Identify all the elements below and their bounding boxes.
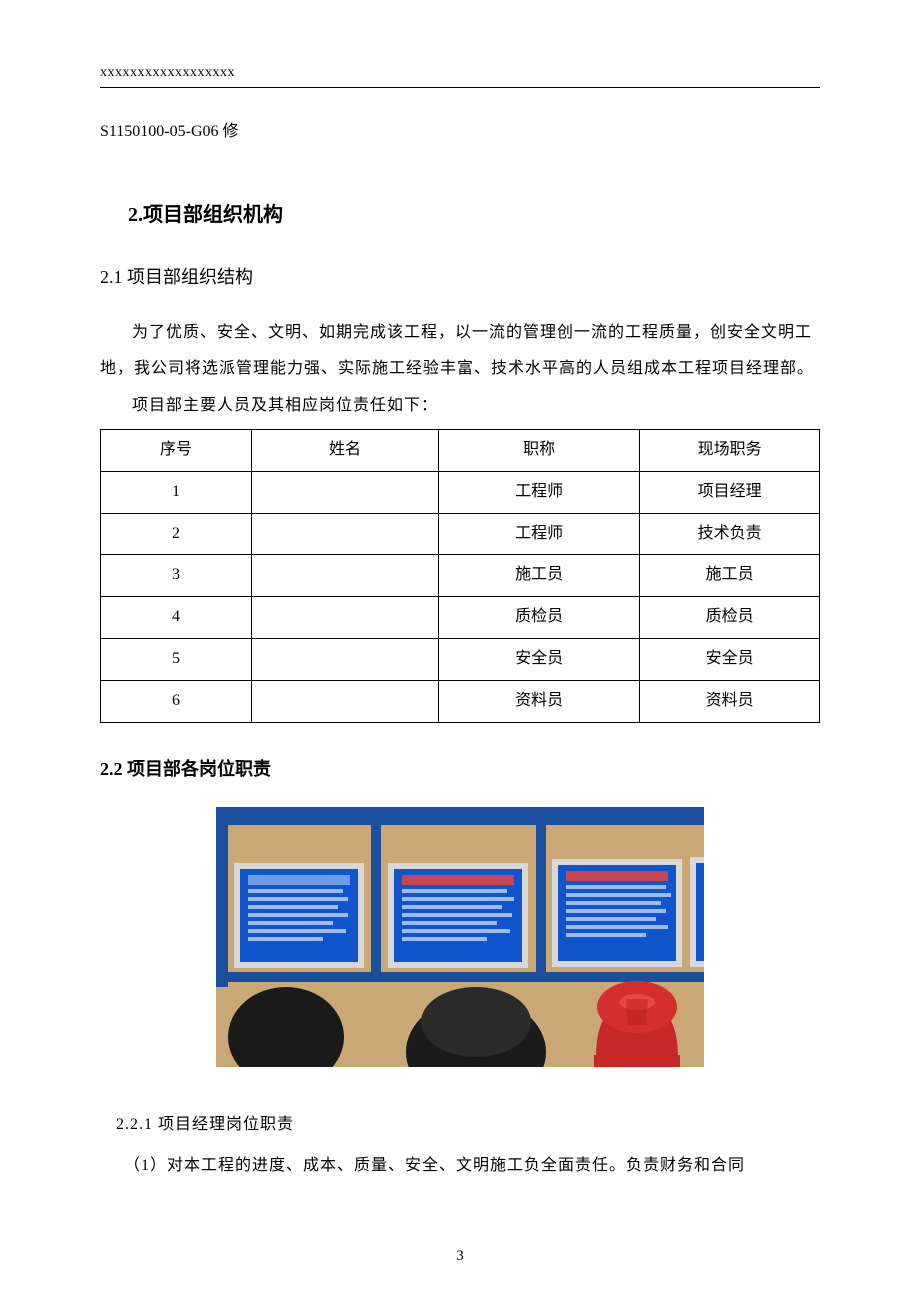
cell-title: 工程师 bbox=[438, 513, 639, 555]
cell-seq: 6 bbox=[101, 680, 252, 722]
subsection-2-2-title: 2.2 项目部各岗位职责 bbox=[100, 753, 820, 785]
cell-seq: 4 bbox=[101, 597, 252, 639]
cell-seq: 2 bbox=[101, 513, 252, 555]
cell-position: 项目经理 bbox=[640, 471, 820, 513]
page-number: 3 bbox=[100, 1243, 820, 1270]
subsection-2-2-1-title: 2.2.1 项目经理岗位职责 bbox=[100, 1107, 820, 1142]
cell-name bbox=[251, 555, 438, 597]
cell-seq: 5 bbox=[101, 638, 252, 680]
cell-seq: 3 bbox=[101, 555, 252, 597]
site-photo-icon bbox=[216, 807, 704, 1067]
item-2-2-1-1: （1）对本工程的进度、成本、质量、安全、文明施工负全面责任。负责财务和合同 bbox=[100, 1148, 820, 1183]
cell-position: 安全员 bbox=[640, 638, 820, 680]
document-code: S1150100-05-G06 修 bbox=[100, 118, 820, 147]
cell-title: 资料员 bbox=[438, 680, 639, 722]
table-row: 2 工程师 技术负责 bbox=[101, 513, 820, 555]
table-body: 1 工程师 项目经理 2 工程师 技术负责 3 施工员 施工员 4 质检员 质检… bbox=[101, 471, 820, 722]
col-header-position: 现场职务 bbox=[640, 429, 820, 471]
section-2-title: 2.项目部组织机构 bbox=[128, 197, 820, 233]
col-header-seq: 序号 bbox=[101, 429, 252, 471]
table-row: 6 资料员 资料员 bbox=[101, 680, 820, 722]
cell-title: 施工员 bbox=[438, 555, 639, 597]
table-row: 1 工程师 项目经理 bbox=[101, 471, 820, 513]
cell-position: 质检员 bbox=[640, 597, 820, 639]
cell-title: 质检员 bbox=[438, 597, 639, 639]
photo-container bbox=[216, 807, 704, 1067]
cell-seq: 1 bbox=[101, 471, 252, 513]
cell-name bbox=[251, 638, 438, 680]
cell-name bbox=[251, 597, 438, 639]
para-2-1-2: 项目部主要人员及其相应岗位责任如下： bbox=[100, 388, 820, 423]
cell-position: 资料员 bbox=[640, 680, 820, 722]
table-row: 3 施工员 施工员 bbox=[101, 555, 820, 597]
cell-name bbox=[251, 513, 438, 555]
cell-position: 施工员 bbox=[640, 555, 820, 597]
header-mask: xxxxxxxxxxxxxxxxxx bbox=[100, 60, 820, 88]
personnel-table: 序号 姓名 职称 现场职务 1 工程师 项目经理 2 工程师 技术负责 3 施工… bbox=[100, 429, 820, 723]
table-header-row: 序号 姓名 职称 现场职务 bbox=[101, 429, 820, 471]
cell-name bbox=[251, 471, 438, 513]
cell-title: 安全员 bbox=[438, 638, 639, 680]
subsection-2-1-title: 2.1 项目部组织结构 bbox=[100, 261, 820, 293]
para-2-1-1: 为了优质、安全、文明、如期完成该工程，以一流的管理创一流的工程质量，创安全文明工… bbox=[100, 315, 820, 385]
table-row: 4 质检员 质检员 bbox=[101, 597, 820, 639]
cell-position: 技术负责 bbox=[640, 513, 820, 555]
cell-name bbox=[251, 680, 438, 722]
col-header-name: 姓名 bbox=[251, 429, 438, 471]
cell-title: 工程师 bbox=[438, 471, 639, 513]
table-row: 5 安全员 安全员 bbox=[101, 638, 820, 680]
col-header-title: 职称 bbox=[438, 429, 639, 471]
